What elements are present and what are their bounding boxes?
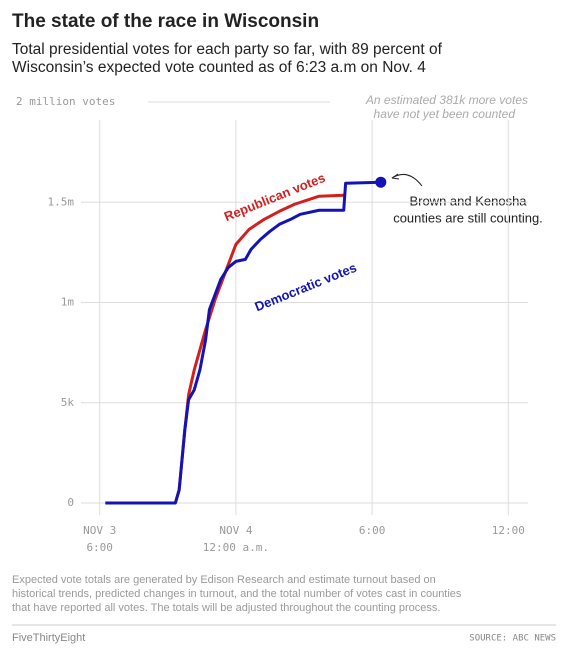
arrowhead — [391, 173, 400, 180]
subtitle: Wisconsin’s expected vote counted as of … — [12, 59, 426, 76]
y-tick-label: 2 million votes — [16, 95, 115, 108]
chart-title: The state of the race in Wisconsin — [12, 11, 319, 32]
subtitle: Total presidential votes for each party … — [12, 41, 443, 58]
brand: FiveThirtyEight — [12, 632, 85, 644]
x-tick-label: NOV 4 — [219, 524, 252, 537]
x-tick-label: 6:00 — [359, 524, 386, 537]
y-tick-label: 1.5m — [48, 195, 75, 208]
endpoint-dot — [375, 176, 387, 188]
source: SOURCE: ABC NEWS — [469, 634, 556, 644]
x-tick-label: 6:00 — [86, 541, 113, 554]
x-tick-label: 12:00 a.m. — [203, 541, 269, 554]
y-tick-label: 1m — [61, 296, 75, 309]
arrow — [391, 173, 423, 187]
x-tick-label: 12:00 — [492, 524, 525, 537]
note: Expected vote totals are generated by Ed… — [12, 574, 436, 586]
series-label: Democratic votes — [253, 260, 359, 315]
note: historical trends, predicted changes in … — [12, 588, 462, 600]
x-tick-label: NOV 3 — [83, 524, 116, 537]
annotation: An estimated 381k more votes — [365, 93, 528, 107]
y-tick-label: 5k — [61, 396, 75, 409]
annotation: Brown and Kenosha — [409, 193, 527, 208]
y-tick-label: 0 — [67, 496, 74, 509]
series-line — [105, 180, 381, 505]
note: that have reported all votes. The totals… — [12, 602, 440, 614]
series-label: Republican votes — [222, 170, 327, 224]
series-line — [105, 193, 344, 505]
annotation: have not yet been counted — [374, 107, 516, 121]
annotation: counties are still counting. — [393, 210, 543, 225]
